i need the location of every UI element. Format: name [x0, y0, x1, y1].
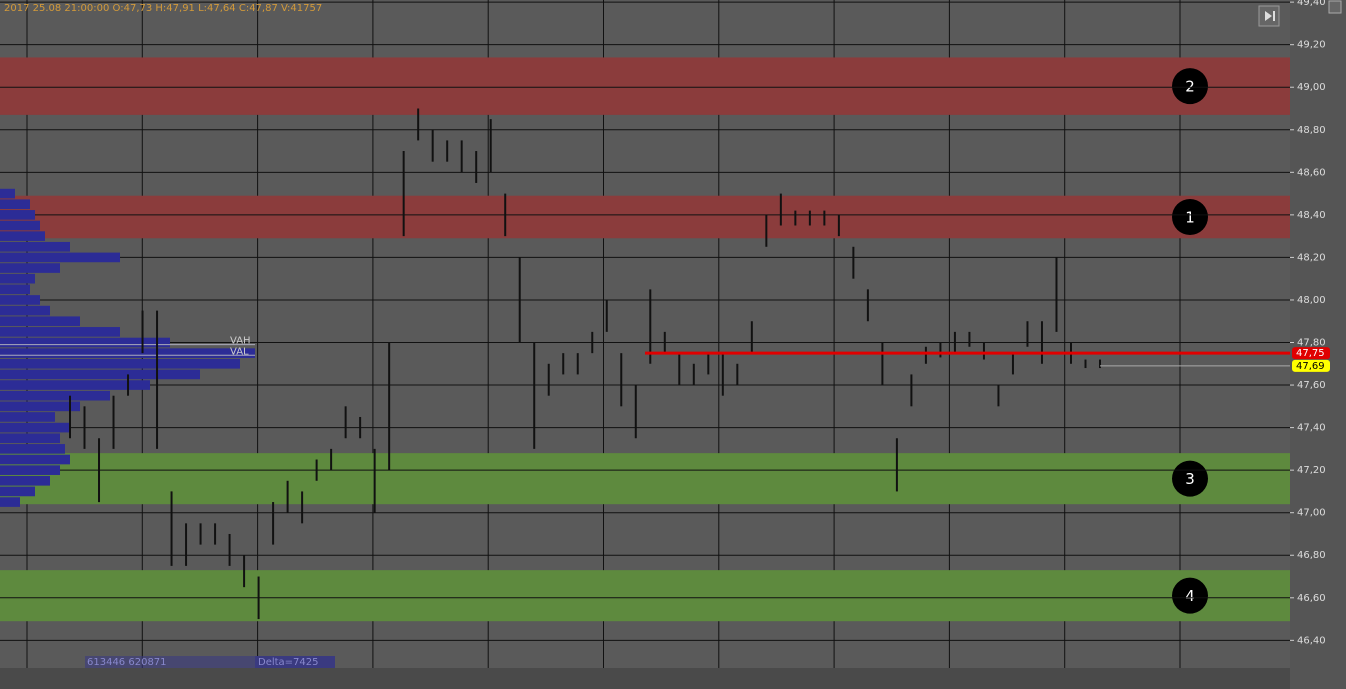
zone-label: 4	[1185, 587, 1195, 605]
y-tick-label: 48,60	[1297, 167, 1326, 178]
profile-bar	[0, 401, 80, 412]
y-tick-label: 47,80	[1297, 338, 1326, 349]
y-tick-label: 48,20	[1297, 252, 1326, 263]
last-tag	[1292, 359, 1330, 372]
zone-badge	[1172, 198, 1208, 235]
profile-bar	[0, 412, 55, 422]
profile-bar	[0, 188, 15, 199]
zone-label: 1	[1185, 208, 1195, 226]
profile-bar	[0, 241, 70, 252]
profile-bar	[0, 380, 150, 390]
y-tick-label: 47,40	[1297, 423, 1326, 434]
profile-bar	[0, 433, 60, 444]
profile-bar	[0, 316, 80, 327]
level-tag	[1292, 347, 1330, 360]
f-button[interactable]	[1328, 0, 1342, 14]
last-label: 47,69	[1296, 361, 1325, 372]
y-tick-label: 46,60	[1297, 593, 1326, 604]
y-tick-label: 48,00	[1297, 295, 1326, 306]
profile-bar	[0, 358, 240, 369]
level-label: 47,75	[1296, 348, 1325, 359]
profile-bar	[0, 220, 40, 231]
profile-bar	[0, 337, 170, 348]
profile-bar	[0, 465, 60, 475]
zone-badge	[1172, 577, 1208, 614]
profile-bar	[0, 390, 110, 401]
profile-bar	[0, 475, 50, 486]
zone	[0, 453, 1290, 505]
y-tick-label: 48,40	[1297, 210, 1326, 221]
zone-label: 2	[1185, 78, 1195, 96]
y-tick-label: 47,20	[1297, 465, 1326, 476]
profile-bar	[0, 252, 120, 263]
y-tick-label: 47,60	[1297, 380, 1326, 391]
y-tick-label: 46,40	[1297, 635, 1326, 646]
zone-label: 3	[1185, 470, 1195, 488]
y-tick-label: 46,80	[1297, 550, 1326, 561]
profile-bar	[0, 444, 65, 454]
y-tick-label: 48,80	[1297, 125, 1326, 136]
profile-bar	[0, 199, 30, 210]
play-icon	[1265, 11, 1275, 21]
volume-text: 613446 620871	[87, 657, 167, 668]
zone	[0, 57, 1290, 115]
profile-bar	[0, 327, 120, 337]
y-tick-label: 49,20	[1297, 40, 1326, 51]
zone-badge	[1172, 68, 1208, 105]
profile-bar	[0, 486, 35, 497]
y-tick-label: 49,40	[1297, 0, 1326, 8]
profile-bar	[0, 231, 45, 241]
profile-bar	[0, 210, 35, 220]
y-tick-label: 49,00	[1297, 82, 1326, 93]
profile-bar	[0, 348, 255, 358]
price-axis	[1290, 0, 1346, 689]
delta-box	[255, 656, 335, 668]
vah-label: VAH	[230, 336, 251, 347]
profile-bar	[0, 454, 70, 465]
profile-bar	[0, 305, 50, 316]
zone	[0, 195, 1290, 239]
delta-text: Delta=7425	[258, 657, 319, 668]
layer: 2 1 3 4 46,40 46,60 46,80 47,00 47,20 47,40 47,60 4…	[0, 0, 1330, 646]
profile-bar	[0, 273, 35, 284]
profile-bar	[0, 497, 20, 507]
profile-bar	[0, 284, 30, 295]
profile-bar	[0, 369, 200, 380]
profile-bar	[0, 295, 40, 305]
zone	[0, 570, 1290, 622]
y-tick-label: 47,00	[1297, 508, 1326, 519]
profile-bar	[0, 422, 70, 433]
ohlc-header: 2017 25.08 21:00:00 O:47,73 H:47,91 L:47…	[4, 3, 322, 14]
profile-bar	[0, 263, 60, 273]
volume-box	[85, 656, 255, 668]
val-label: VAL	[230, 346, 249, 357]
time-axis	[0, 668, 1290, 689]
